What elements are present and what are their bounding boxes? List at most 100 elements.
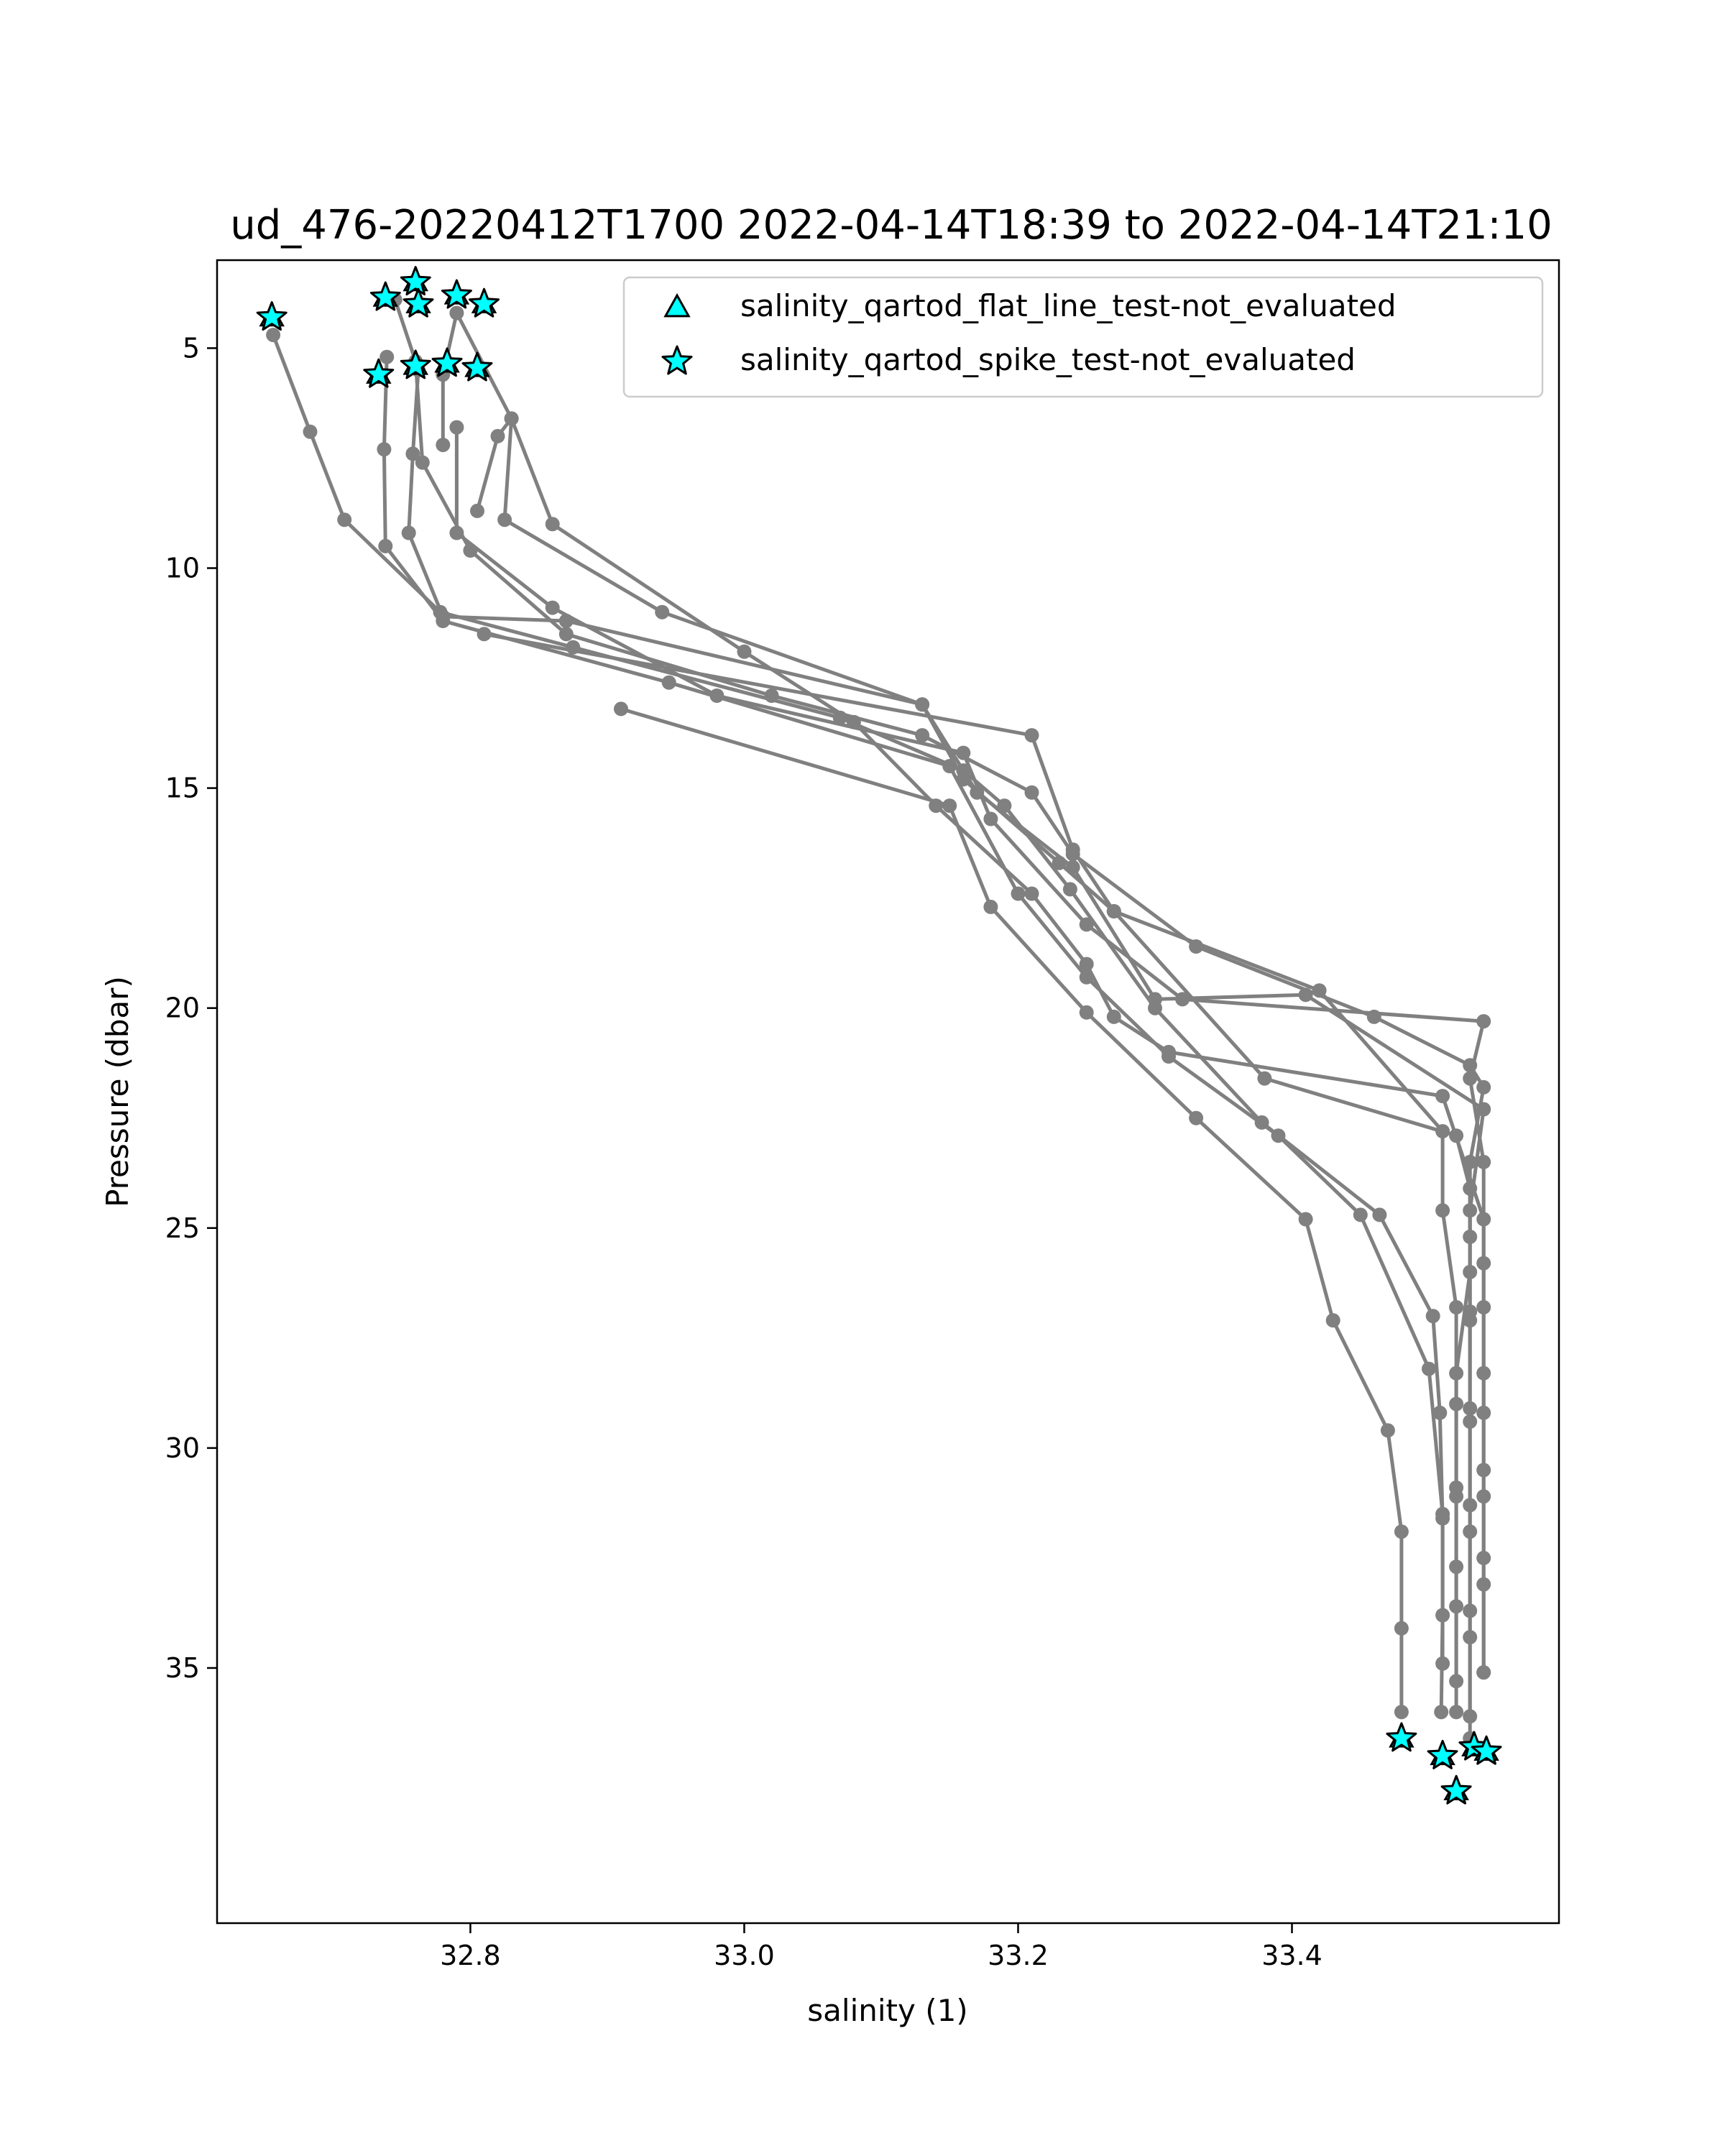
spike-flag-marker bbox=[461, 351, 493, 382]
data-point bbox=[436, 609, 451, 624]
y-axis-label: Pressure (dbar) bbox=[100, 976, 135, 1207]
spike-flag-marker bbox=[1471, 1735, 1502, 1765]
x-axis-label: salinity (1) bbox=[807, 1993, 967, 2028]
data-point bbox=[1463, 1230, 1478, 1244]
data-point bbox=[1476, 1665, 1491, 1680]
data-point bbox=[1463, 1313, 1478, 1328]
data-point bbox=[477, 627, 492, 642]
data-point bbox=[380, 349, 395, 364]
data-point bbox=[1011, 886, 1026, 901]
data-point bbox=[942, 798, 957, 814]
data-point bbox=[1079, 917, 1094, 932]
data-point bbox=[1079, 957, 1094, 972]
data-point bbox=[415, 455, 430, 470]
data-point bbox=[1106, 1009, 1121, 1024]
data-point bbox=[956, 772, 971, 787]
legend-star-icon bbox=[661, 345, 693, 375]
data-point bbox=[1449, 1705, 1464, 1720]
data-point bbox=[1062, 882, 1077, 897]
data-point bbox=[405, 446, 420, 461]
data-point bbox=[1380, 1423, 1395, 1438]
y-tick-label: 35 bbox=[165, 1652, 200, 1684]
data-point bbox=[1394, 1524, 1409, 1539]
data-point bbox=[915, 728, 930, 743]
data-point bbox=[1435, 1089, 1450, 1104]
data-point bbox=[545, 517, 560, 532]
y-tick-label: 15 bbox=[165, 773, 200, 804]
data-point bbox=[1162, 1044, 1176, 1059]
x-tick-label: 32.8 bbox=[440, 1940, 501, 1971]
data-point bbox=[1463, 1071, 1478, 1086]
y-tick-label: 30 bbox=[165, 1432, 200, 1464]
data-point bbox=[846, 714, 861, 729]
data-point bbox=[1476, 1577, 1491, 1592]
data-point bbox=[1463, 1058, 1478, 1073]
data-point bbox=[614, 701, 628, 717]
y-tick-label: 10 bbox=[165, 553, 200, 584]
spike-flag-marker bbox=[1440, 1774, 1472, 1805]
profile-line-2 bbox=[382, 356, 1445, 1664]
data-point bbox=[1024, 728, 1039, 743]
data-point bbox=[737, 644, 752, 659]
data-point bbox=[401, 525, 416, 540]
data-point bbox=[266, 328, 281, 343]
data-point bbox=[983, 811, 998, 826]
legend-label-spike: salinity_qartod_spike_test-not_evaluated bbox=[740, 342, 1356, 377]
profile-line-5 bbox=[475, 416, 1472, 1682]
legend-box bbox=[622, 276, 1544, 398]
spike-flag-marker bbox=[400, 266, 431, 296]
data-point bbox=[915, 697, 930, 712]
spike-flag-marker bbox=[1427, 1739, 1458, 1769]
legend-star-marker bbox=[661, 345, 693, 375]
spike-flag-marker bbox=[363, 358, 395, 388]
data-point bbox=[1394, 1621, 1409, 1636]
data-point bbox=[1353, 1207, 1368, 1222]
data-point bbox=[1024, 886, 1039, 901]
data-point bbox=[449, 420, 464, 435]
spike-flag-marker bbox=[1386, 1722, 1417, 1752]
data-point bbox=[764, 688, 779, 703]
data-point bbox=[1463, 1524, 1478, 1539]
data-point bbox=[1435, 1656, 1450, 1671]
data-point bbox=[655, 604, 670, 619]
plot-area bbox=[256, 266, 1502, 1805]
spike-flag-marker bbox=[402, 287, 434, 318]
data-point bbox=[1435, 1124, 1450, 1139]
data-point bbox=[1372, 1207, 1387, 1222]
data-point bbox=[983, 899, 998, 914]
spike-flag-marker bbox=[256, 301, 288, 331]
data-point bbox=[1422, 1361, 1436, 1376]
x-tick-label: 33.2 bbox=[988, 1940, 1049, 1971]
profile-line-4 bbox=[454, 427, 1486, 1673]
data-point bbox=[1476, 1154, 1491, 1169]
data-point bbox=[377, 442, 392, 457]
data-point bbox=[1463, 1414, 1478, 1429]
data-point bbox=[1271, 1128, 1286, 1143]
y-tick-label: 20 bbox=[165, 992, 200, 1024]
data-point bbox=[709, 688, 724, 703]
data-point bbox=[1476, 1405, 1491, 1420]
data-point bbox=[303, 424, 318, 439]
profile-line-6 bbox=[393, 299, 1486, 1738]
data-point bbox=[1079, 1005, 1094, 1020]
data-point bbox=[1312, 983, 1327, 998]
legend-triangle-marker bbox=[663, 292, 691, 318]
data-point bbox=[1106, 904, 1121, 918]
plot-frame bbox=[216, 259, 1560, 1925]
spike-flag-marker bbox=[369, 281, 401, 311]
data-point bbox=[1476, 1079, 1491, 1095]
data-point bbox=[504, 411, 519, 426]
y-tick-label: 25 bbox=[165, 1212, 200, 1244]
data-point bbox=[463, 543, 478, 558]
data-point bbox=[1065, 842, 1080, 857]
data-point bbox=[1449, 1489, 1464, 1504]
data-point bbox=[470, 503, 484, 518]
data-point bbox=[661, 675, 676, 690]
data-point bbox=[1175, 992, 1190, 1007]
spike-flag-marker bbox=[431, 347, 463, 377]
spike-flag-marker bbox=[400, 349, 431, 379]
data-point bbox=[1325, 1313, 1340, 1328]
profile-line-3 bbox=[407, 369, 1486, 1717]
data-point bbox=[378, 538, 393, 553]
